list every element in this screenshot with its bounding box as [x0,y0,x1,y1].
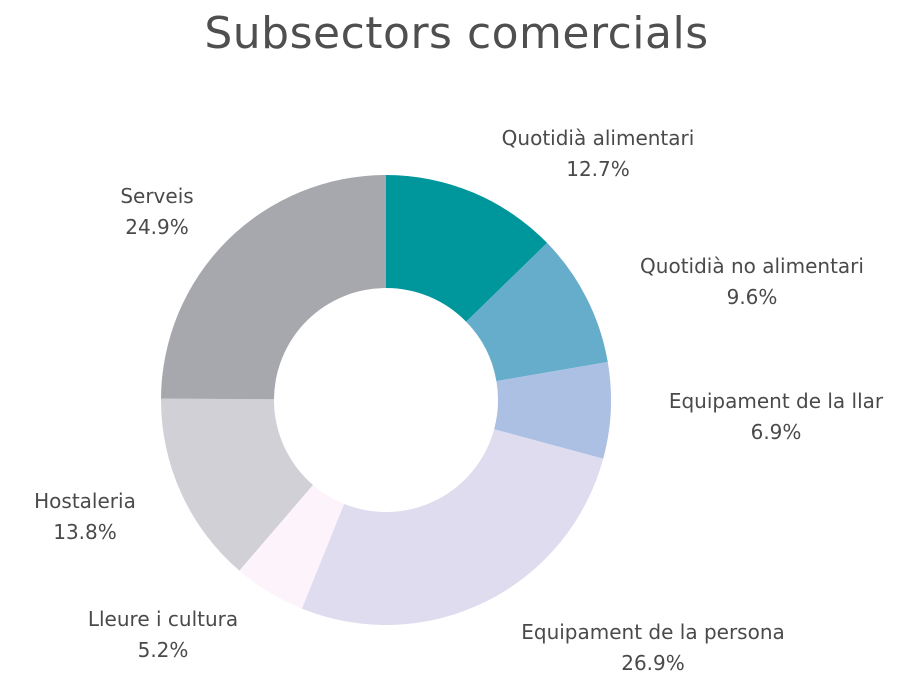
slices-group [161,174,611,625]
slice-serveis [161,174,386,400]
slice-value-label: 13.8% [53,520,117,544]
slice-label: Serveis [120,184,193,208]
slice-label: Quotidià alimentari [502,126,695,150]
slice-value-label: 9.6% [727,285,778,309]
slice-value-label: 12.7% [566,157,630,181]
slice-label: Hostaleria [34,489,136,513]
slice-equipament-de-la-persona [301,429,604,625]
slice-value-label: 6.9% [751,420,802,444]
slice-label: Quotidià no alimentari [640,254,864,278]
slice-value-label: 5.2% [138,638,189,662]
slice-label: Equipament de la persona [521,620,785,644]
slice-value-label: 26.9% [621,651,685,675]
chart-title: Subsectors comercials [204,8,709,59]
slice-label: Equipament de la llar [669,389,884,413]
slice-quotidià-no-alimentari [466,242,608,382]
slice-equipament-de-la-llar [494,362,611,459]
slice-hostaleria [161,398,313,571]
slice-value-label: 24.9% [125,215,189,239]
labels-group: Quotidià alimentari 12.7% Quotidià no alim… [34,126,884,675]
slice-quotidià-alimentari [386,175,548,322]
slice-label: Lleure i cultura [88,607,238,631]
slice-lleure-i-cultura [239,484,345,609]
